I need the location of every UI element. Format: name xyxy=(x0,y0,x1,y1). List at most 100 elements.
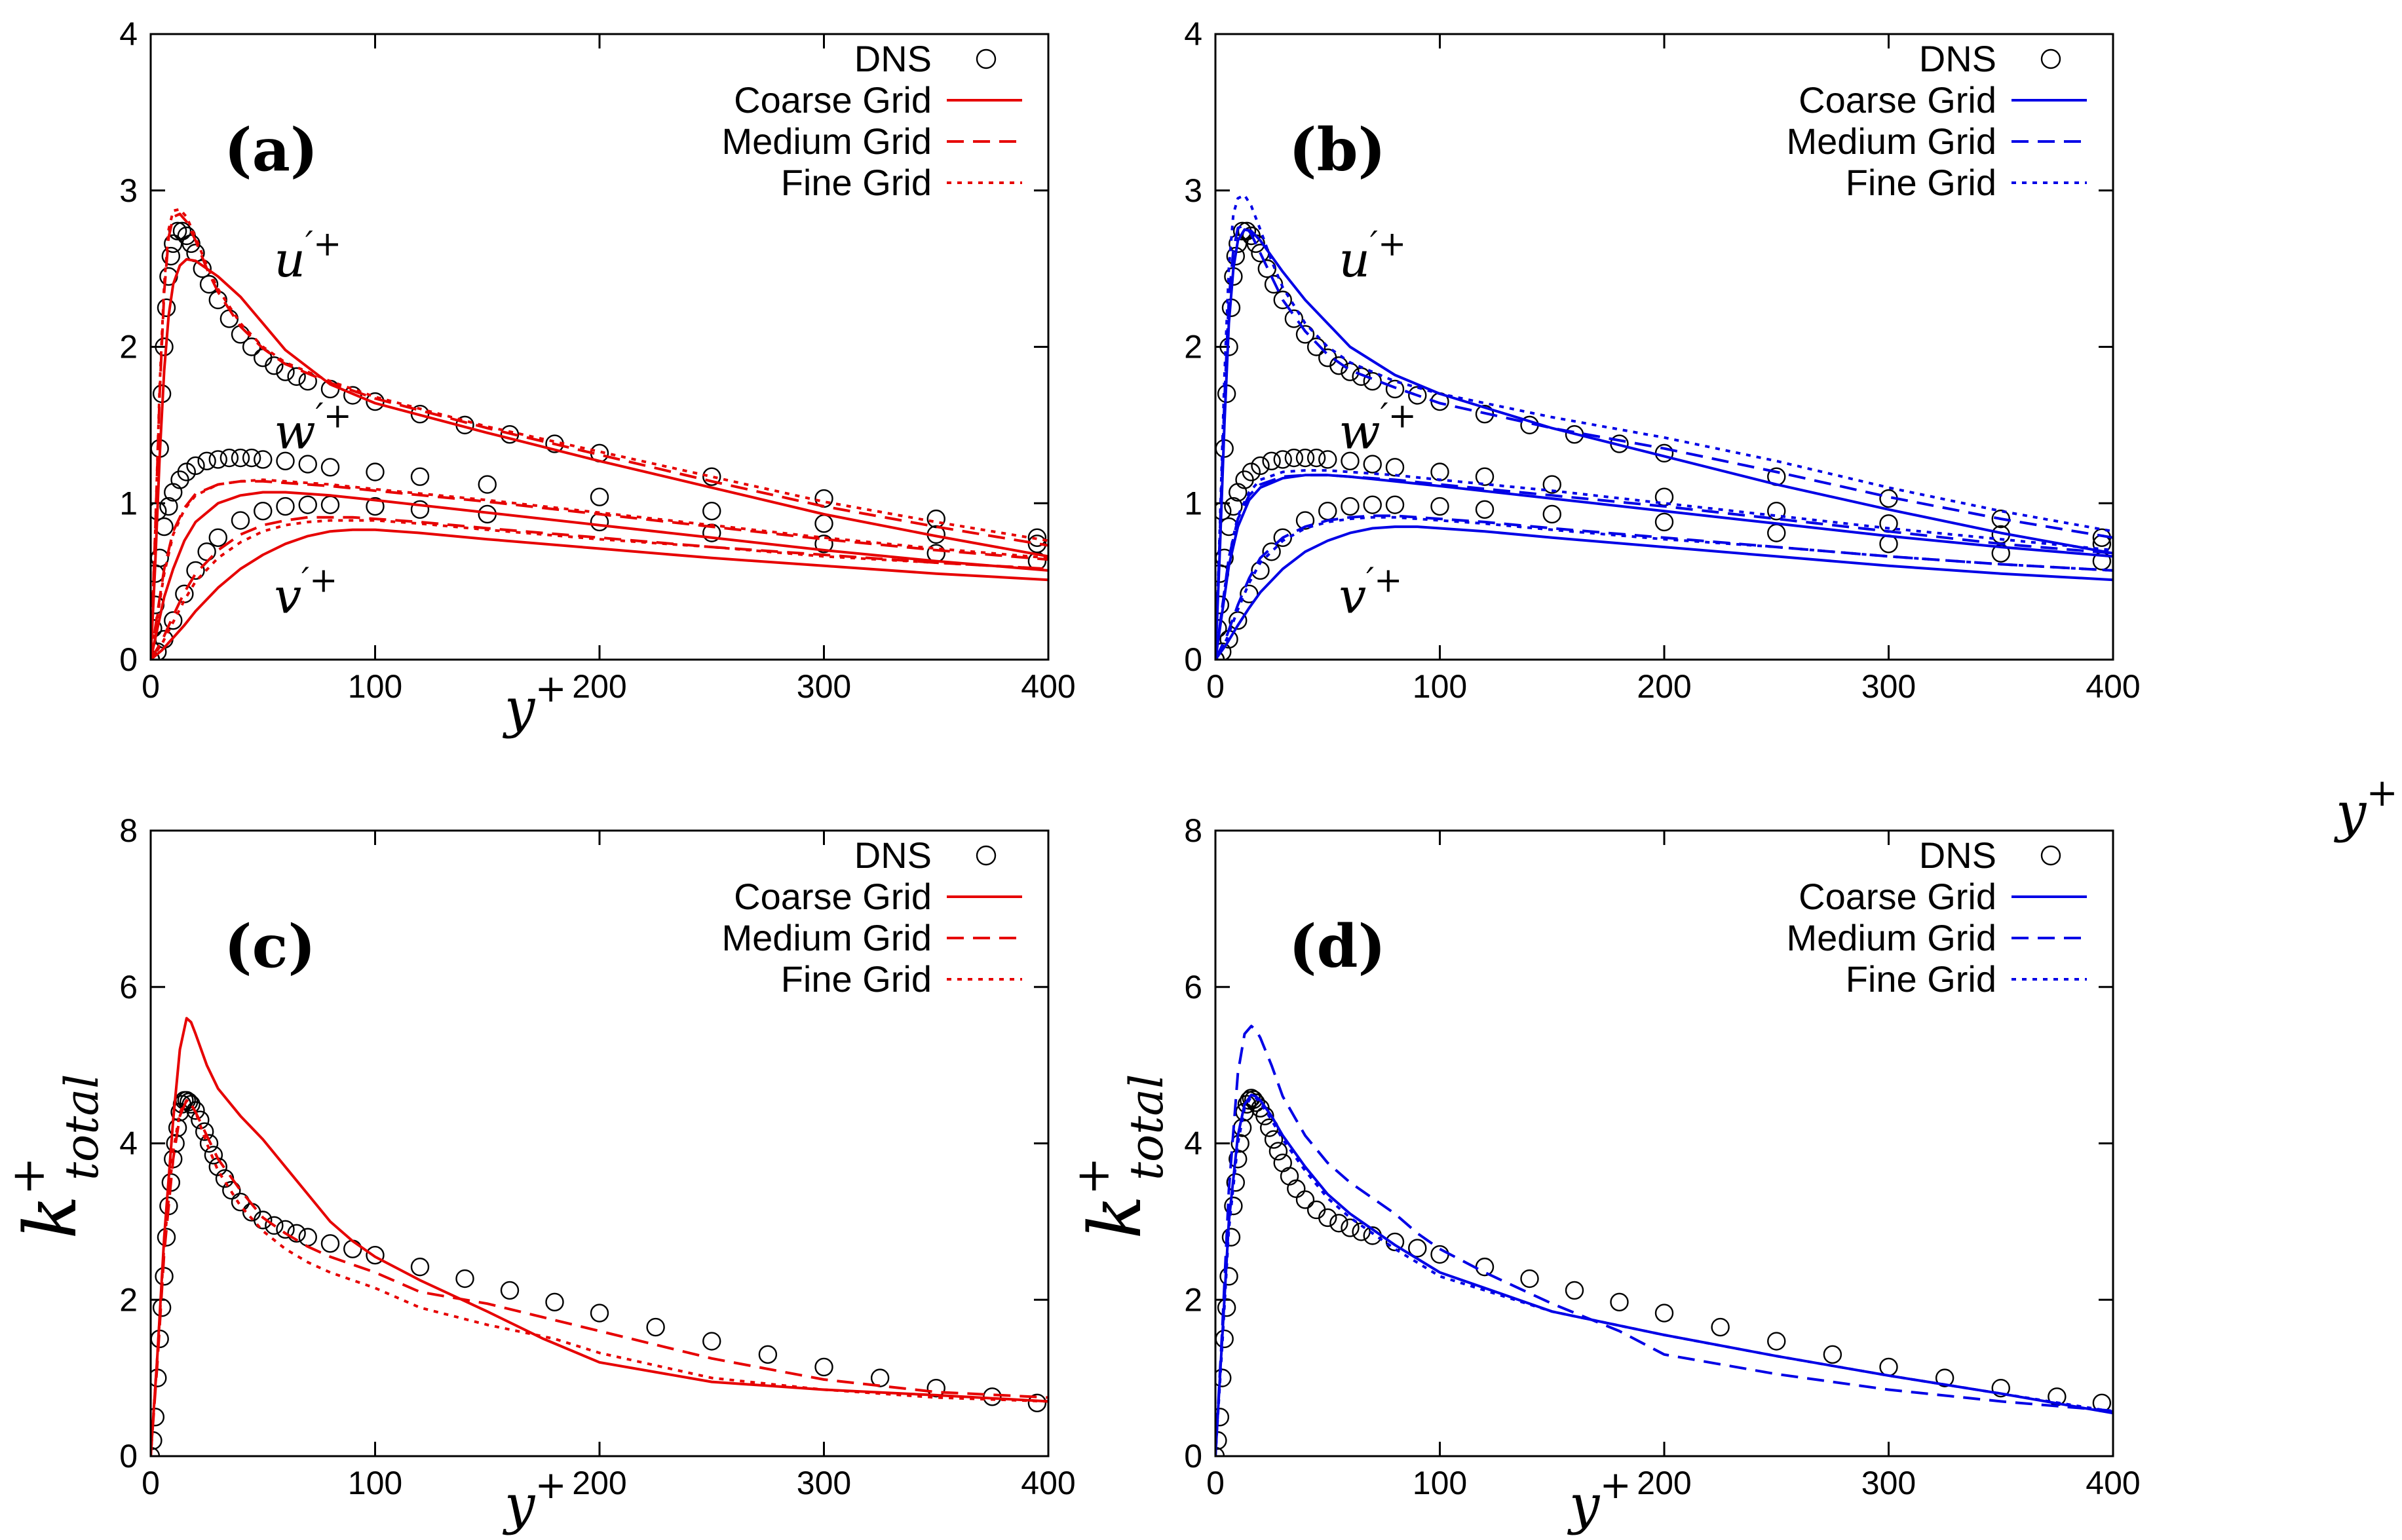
dns-point xyxy=(1027,528,1047,547)
y-tick-label: 0 xyxy=(119,1438,138,1474)
dns-point xyxy=(1215,1329,1234,1349)
panel-label: (b) xyxy=(1289,115,1386,185)
legend-swatch-circle xyxy=(976,845,997,866)
dns-point xyxy=(181,1095,200,1114)
legend-label: Coarse Grid xyxy=(734,876,932,917)
dns-point xyxy=(1935,1368,1954,1387)
legend-label: Coarse Grid xyxy=(1799,79,1996,121)
x-tick-label: 400 xyxy=(2086,668,2140,705)
dns-point xyxy=(1273,528,1292,547)
legend-swatch-circle xyxy=(2040,48,2061,69)
dns-point xyxy=(222,1180,241,1200)
dns-point xyxy=(199,1134,219,1153)
dns-point xyxy=(410,467,430,486)
dns-point xyxy=(1475,1257,1495,1277)
dns-point xyxy=(1879,1357,1898,1377)
dns-point xyxy=(1610,1292,1629,1312)
series-line-dashed xyxy=(151,516,1048,660)
series-line-solid xyxy=(151,257,1048,660)
dns-point xyxy=(1385,1232,1405,1252)
dns-point xyxy=(1363,455,1382,474)
dns-point xyxy=(1711,1317,1730,1337)
curve-annotation: u′+ xyxy=(274,225,341,288)
y-tick-label: 8 xyxy=(119,812,138,849)
x-tick-label: 0 xyxy=(142,1465,160,1501)
dns-point xyxy=(1230,1134,1249,1153)
dns-point xyxy=(1823,1345,1842,1364)
legend-label: DNS xyxy=(854,835,932,876)
dns-point xyxy=(1475,467,1495,486)
x-tick-label: 400 xyxy=(2086,1465,2140,1501)
series-line-solid xyxy=(1215,525,2113,660)
dns-point xyxy=(1306,1200,1326,1220)
dns-point xyxy=(1027,1393,1047,1413)
dns-point xyxy=(1329,356,1348,375)
dns-point xyxy=(161,246,181,266)
y-tick-label: 0 xyxy=(1184,1438,1202,1474)
legend-label: DNS xyxy=(1919,38,1996,79)
legend-label: DNS xyxy=(854,38,932,79)
panel-label: (d) xyxy=(1289,912,1386,981)
series-dns-markers xyxy=(1215,448,2112,660)
legend-label: Medium Grid xyxy=(721,121,932,162)
dns-point xyxy=(500,1281,520,1300)
dns-point xyxy=(1295,1190,1315,1209)
y-tick-label: 6 xyxy=(119,969,138,1005)
dns-point xyxy=(590,487,609,506)
dns-point xyxy=(1991,509,2010,529)
series-dns-markers xyxy=(1215,1089,2112,1456)
dns-point xyxy=(366,1246,385,1265)
curve-annotation: w′+ xyxy=(274,397,352,460)
panel-label: (a) xyxy=(224,115,318,185)
dns-point xyxy=(1221,1228,1241,1247)
series-line-dotted xyxy=(151,478,1048,660)
series-line-dotted xyxy=(151,519,1048,660)
dns-point xyxy=(870,1368,890,1387)
dns-point xyxy=(231,511,250,530)
dns-point xyxy=(758,1345,778,1364)
dns-point xyxy=(219,309,239,328)
series-line-solid xyxy=(151,528,1048,660)
x-tick-label: 0 xyxy=(1206,668,1225,705)
legend-swatch-circle xyxy=(976,48,997,69)
dns-point xyxy=(1318,450,1337,469)
plot-area xyxy=(1215,1024,2113,1456)
plot-frame xyxy=(149,33,1050,661)
dns-point xyxy=(1284,448,1304,468)
dns-point xyxy=(1385,495,1405,514)
dns-point xyxy=(366,462,385,481)
dns-point xyxy=(1295,325,1315,344)
dns-point xyxy=(545,1292,564,1312)
series-line-dotted xyxy=(1215,193,2113,660)
dns-point xyxy=(455,1269,474,1288)
dns-point xyxy=(1217,1298,1236,1317)
dns-point xyxy=(159,497,178,516)
x-tick-label: 0 xyxy=(1206,1465,1225,1501)
dns-point xyxy=(197,451,216,470)
series-line-dashed xyxy=(1215,1024,2113,1456)
dns-point xyxy=(410,1257,430,1277)
dns-point xyxy=(1262,451,1281,470)
dns-point xyxy=(242,448,261,468)
y-tick-label: 8 xyxy=(1184,812,1202,849)
series-dns-markers xyxy=(1215,495,2112,660)
dns-point xyxy=(1430,497,1449,516)
dns-point xyxy=(1475,500,1495,519)
dns-point xyxy=(366,497,385,516)
y-tick-label: 3 xyxy=(119,172,138,209)
dns-point xyxy=(199,274,219,294)
dns-point xyxy=(702,467,721,486)
dns-point xyxy=(1542,475,1561,494)
x-axis-label: y+ xyxy=(502,1463,567,1536)
y-tick-label: 1 xyxy=(119,485,138,521)
dns-point xyxy=(814,514,833,533)
dns-point xyxy=(1306,448,1326,468)
legend-label: Fine Grid xyxy=(1846,162,1996,203)
series-line-dashed xyxy=(151,479,1048,660)
dns-point xyxy=(1219,1267,1238,1286)
